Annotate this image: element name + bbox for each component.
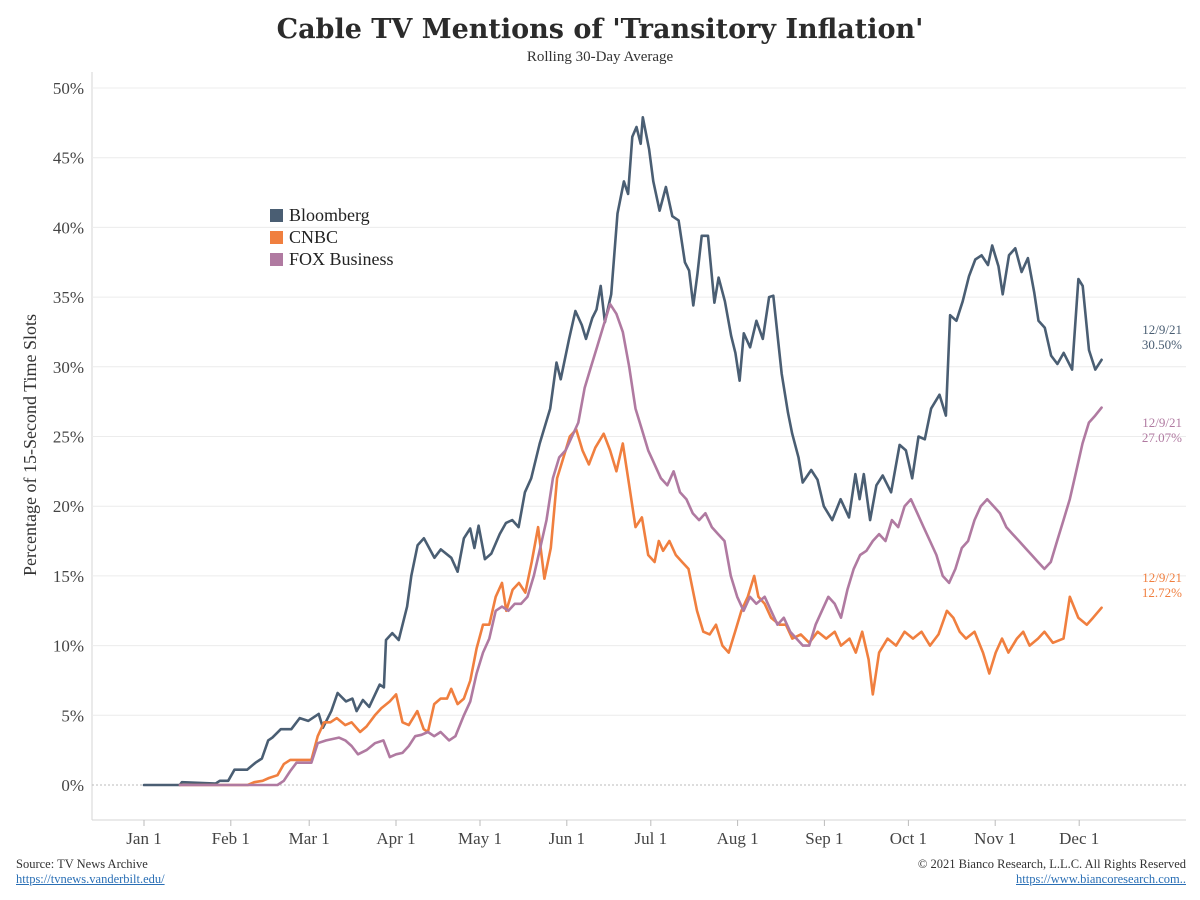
x-tick-label: Sep 1 — [805, 829, 843, 848]
y-axis-label: Percentage of 15-Second Time Slots — [20, 314, 40, 576]
y-tick-label: 20% — [53, 497, 84, 516]
x-tick-label: Mar 1 — [289, 829, 330, 848]
x-tick-label: Oct 1 — [890, 829, 927, 848]
legend-label: CNBC — [289, 227, 338, 247]
copyright-notice: © 2021 Bianco Research, L.L.C. All Right… — [917, 857, 1186, 871]
series-line-cnbc — [178, 428, 1103, 787]
x-tick-label: Jul 1 — [635, 829, 668, 848]
legend-swatch — [270, 209, 283, 222]
series-line-fox-business — [178, 302, 1103, 787]
x-tick-label: Feb 1 — [212, 829, 250, 848]
y-tick-label: 15% — [53, 567, 84, 586]
y-tick-label: 5% — [61, 706, 84, 725]
x-tick-label: Apr 1 — [376, 829, 415, 848]
x-tick-label: Aug 1 — [717, 829, 759, 848]
legend-label: Bloomberg — [289, 205, 370, 225]
chart-title: Cable TV Mentions of 'Transitory Inflati… — [276, 14, 924, 45]
x-tick-label: Dec 1 — [1059, 829, 1099, 848]
legend-swatch — [270, 231, 283, 244]
source-label: Source: TV News Archive — [16, 857, 148, 871]
y-tick-label: 0% — [61, 776, 84, 795]
x-tick-label: Jan 1 — [126, 829, 161, 848]
x-tick-label: Nov 1 — [974, 829, 1016, 848]
x-tick-label: May 1 — [458, 829, 502, 848]
source-link[interactable]: https://tvnews.vanderbilt.edu/ — [16, 872, 165, 886]
y-tick-label: 35% — [53, 288, 84, 307]
y-tick-label: 10% — [53, 637, 84, 656]
y-tick-label: 45% — [53, 149, 84, 168]
end-label-date: 12/9/21 — [1142, 570, 1182, 585]
legend-swatch — [270, 253, 283, 266]
end-label-date: 12/9/21 — [1142, 415, 1182, 430]
chart-subtitle: Rolling 30-Day Average — [526, 49, 674, 65]
series-line-bloomberg — [142, 116, 1103, 787]
y-tick-label: 40% — [53, 218, 84, 237]
y-tick-label: 30% — [53, 358, 84, 377]
y-tick-label: 25% — [53, 428, 84, 447]
website-link[interactable]: https://www.biancoresearch.com.. — [1016, 872, 1186, 886]
end-label-date: 12/9/21 — [1142, 322, 1182, 337]
end-label-value: 27.07% — [1142, 430, 1182, 445]
y-tick-label: 50% — [53, 79, 84, 98]
x-tick-label: Jun 1 — [549, 829, 585, 848]
end-label-value: 12.72% — [1142, 585, 1182, 600]
legend-label: FOX Business — [289, 249, 394, 269]
end-label-value: 30.50% — [1142, 337, 1182, 352]
